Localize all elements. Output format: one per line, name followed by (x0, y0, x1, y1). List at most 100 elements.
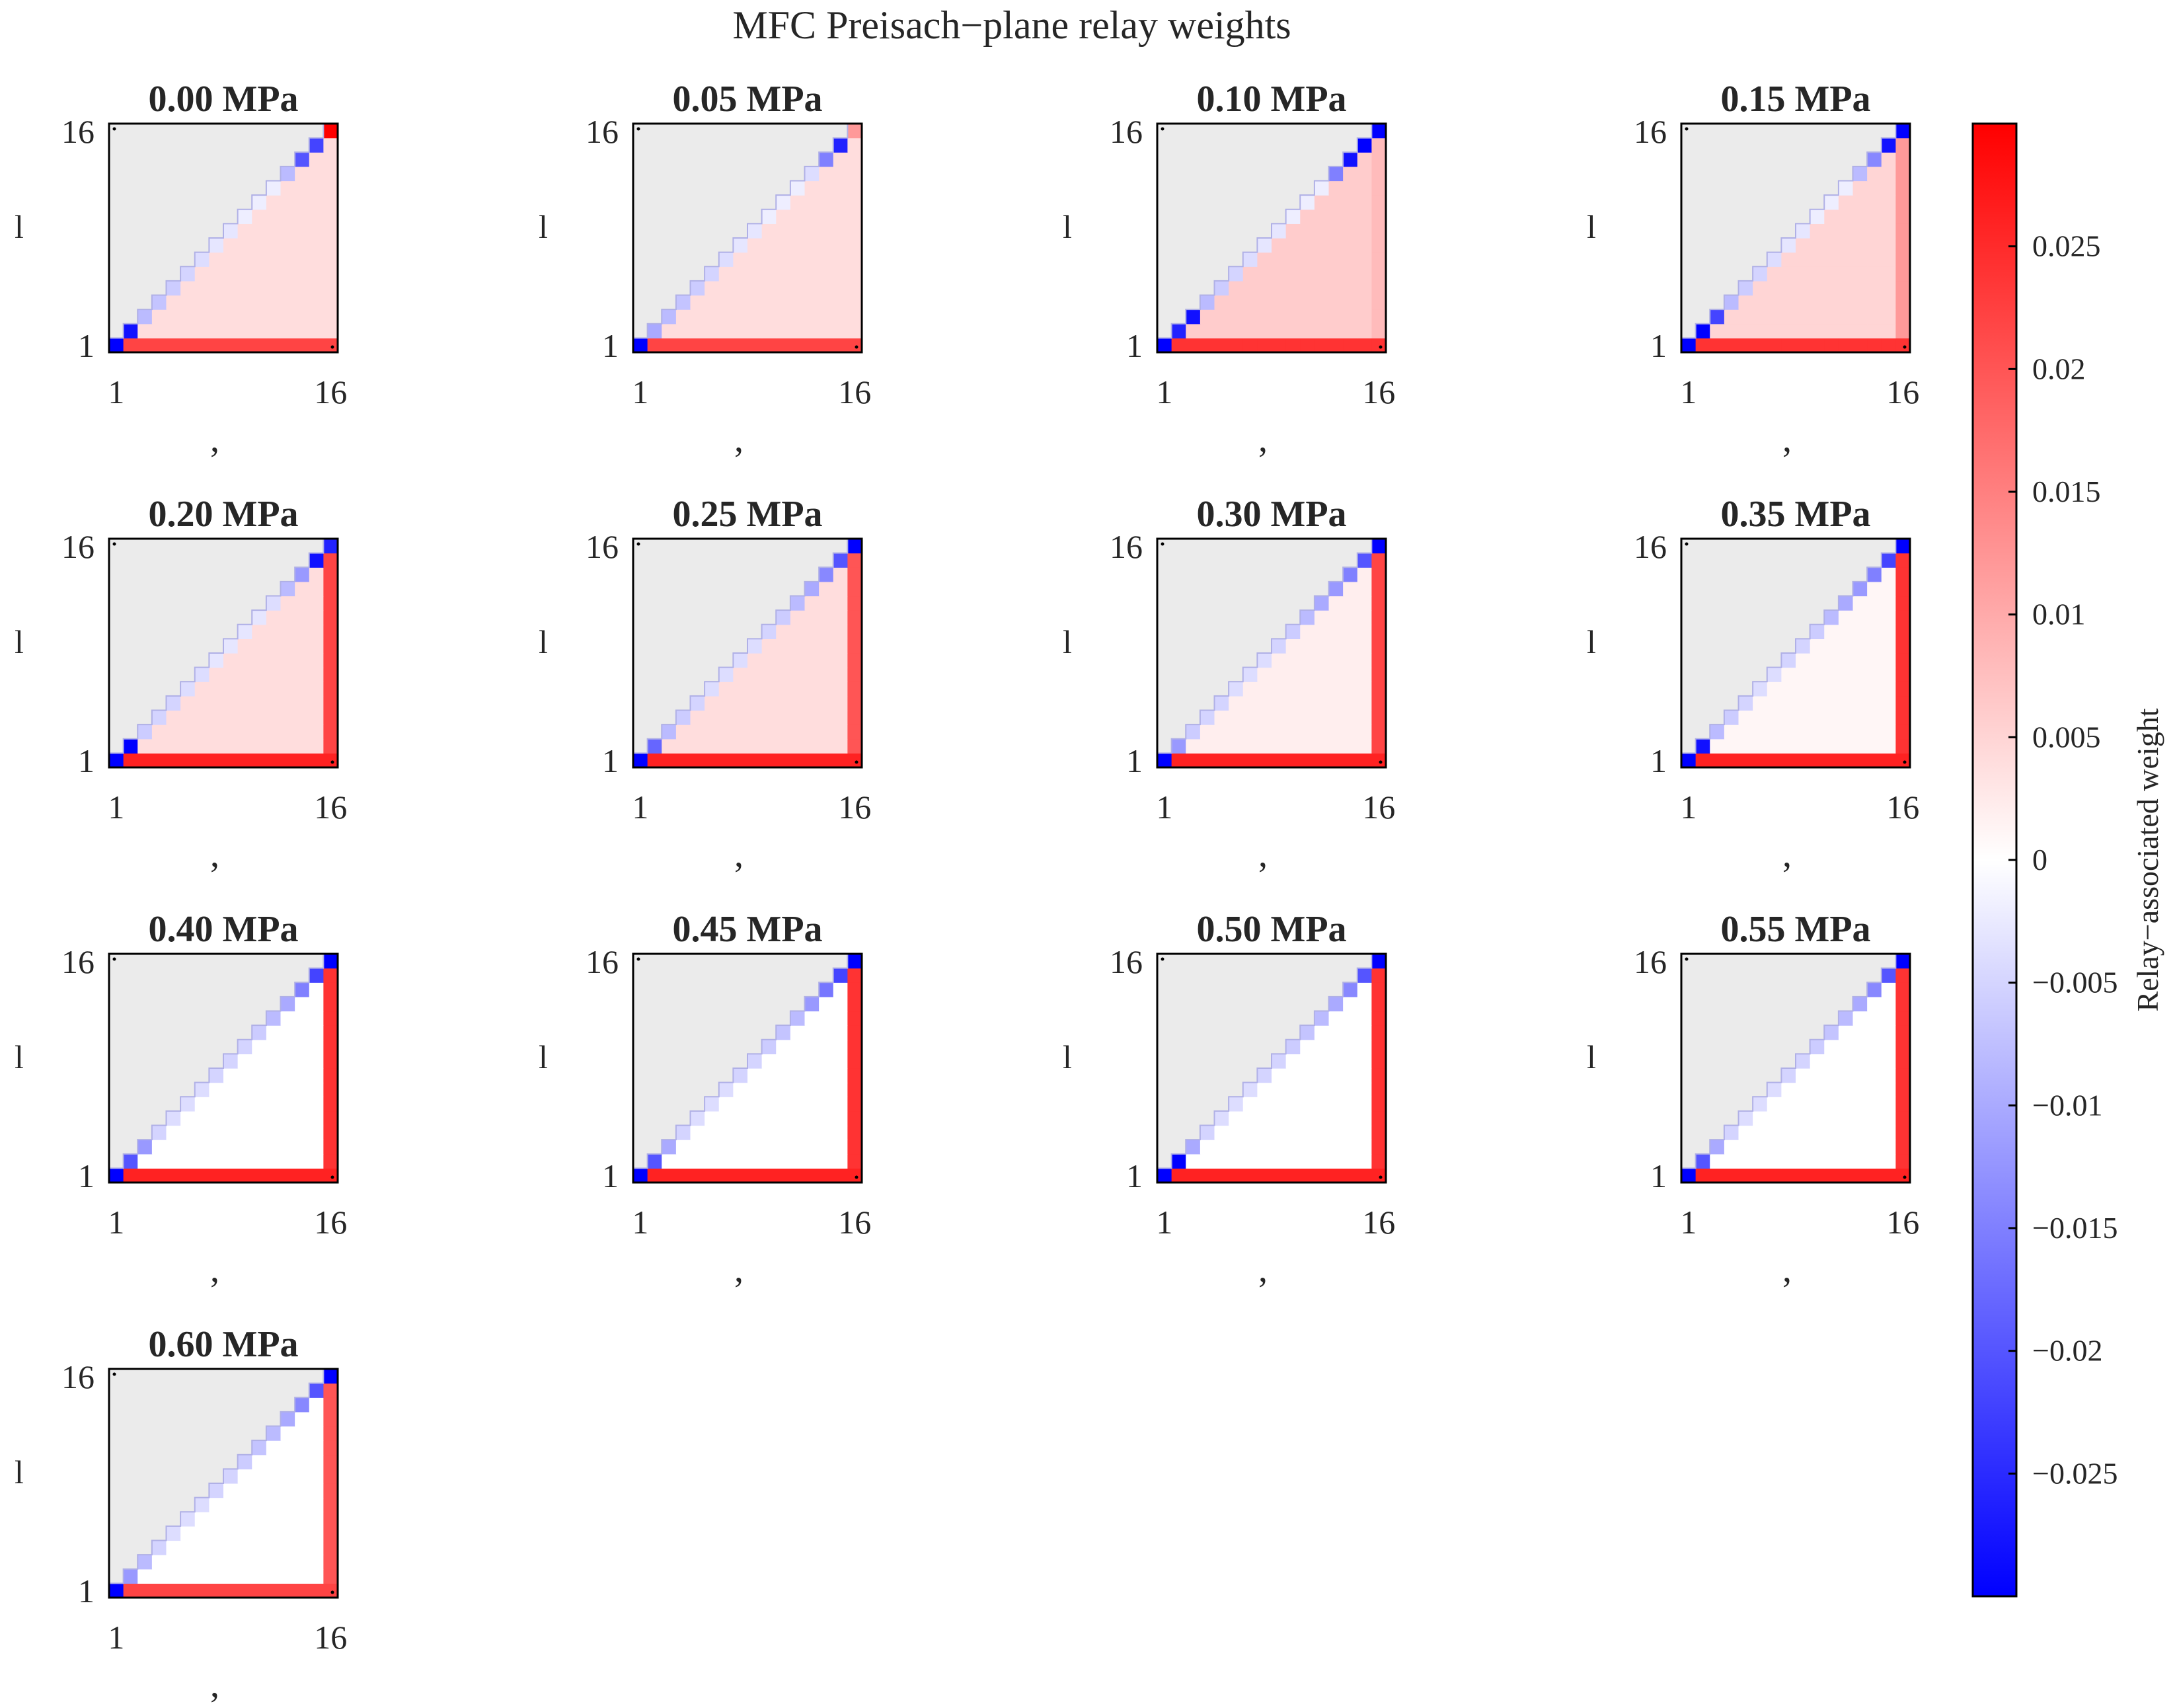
heatmap-cell (1867, 724, 1882, 740)
heatmap-cell (1796, 1168, 1811, 1183)
heatmap-cell (295, 1054, 310, 1069)
heatmap-cell (761, 280, 777, 296)
heatmap-cell (1824, 1097, 1839, 1112)
heatmap-cell (280, 1454, 295, 1469)
heatmap-cell (847, 1082, 862, 1097)
x-tick-label: 16 (1362, 373, 1395, 410)
heatmap-cell (804, 223, 820, 239)
heatmap-cell (266, 1426, 282, 1441)
heatmap-cell (237, 1569, 252, 1584)
heatmap-cell (1343, 266, 1358, 282)
heatmap-cell (280, 252, 295, 267)
heatmap-cell (1781, 681, 1796, 697)
heatmap-cell (309, 982, 324, 997)
heatmap-cell (790, 695, 806, 711)
heatmap-cell (847, 724, 862, 740)
heatmap-cell (1272, 280, 1287, 296)
heatmap-cell (761, 738, 777, 754)
heatmap-cell (819, 667, 834, 682)
heatmap-cell (1852, 610, 1868, 625)
heatmap-cell (237, 1497, 252, 1512)
heatmap-cell (1895, 567, 1911, 582)
heatmap-cell (1852, 1125, 1868, 1140)
heatmap-cell (1229, 1153, 1244, 1169)
heatmap-cell (1300, 724, 1315, 740)
heatmap-cell (1796, 238, 1811, 253)
heatmap-cell (847, 681, 862, 697)
heatmap-cell (1357, 553, 1372, 568)
heatmap-cell (847, 567, 862, 582)
heatmap-cell (1810, 1068, 1825, 1083)
heatmap-cell (1257, 1082, 1272, 1097)
heatmap-cell (718, 695, 734, 711)
heatmap-cell (776, 1110, 791, 1126)
heatmap-cell (1824, 266, 1839, 282)
heatmap-cell (137, 738, 153, 754)
heatmap-cell (819, 209, 834, 224)
heatmap-cell (776, 295, 791, 310)
heatmap-cell (761, 1153, 777, 1169)
heatmap-cell (1895, 1153, 1911, 1169)
heatmap-cell (1328, 280, 1344, 296)
heatmap-cell (323, 1583, 338, 1598)
heatmap-cell (1895, 266, 1911, 282)
panel-frame (108, 1368, 339, 1599)
heatmap-cell (733, 753, 748, 768)
heatmap-cell (295, 567, 310, 582)
heatmap-cell (295, 996, 310, 1012)
y-tick-label: 1 (602, 327, 619, 364)
heatmap-cell (209, 653, 224, 668)
heatmap-cell (323, 695, 338, 711)
heatmap-cell (1881, 1110, 1896, 1126)
heatmap-cell (847, 137, 862, 153)
heatmap-cell (1328, 1153, 1344, 1169)
heatmap-cell (1767, 710, 1782, 725)
heatmap-cell (309, 1426, 324, 1441)
heatmap-cell (1781, 1082, 1796, 1097)
heatmap-cell (1881, 338, 1896, 353)
heatmap-cell (776, 653, 791, 668)
heatmap-cell (1881, 1168, 1896, 1183)
heatmap-cell (1881, 1068, 1896, 1083)
heatmap-cell (847, 539, 862, 554)
heatmap-cell (847, 1168, 862, 1183)
colorbar-tick-label: −0.015 (2032, 1211, 2118, 1245)
heatmap-cell (1371, 295, 1387, 310)
heatmap-cell (1285, 710, 1301, 725)
heatmap-cell (266, 309, 282, 325)
heatmap-cell (1738, 323, 1753, 338)
heatmap-cell (1300, 323, 1315, 338)
heatmap-cell (1824, 195, 1839, 210)
heatmap-cell (1328, 180, 1344, 196)
heatmap-cell (309, 180, 324, 196)
heatmap-cell (1257, 695, 1272, 711)
heatmap-cell (718, 1125, 734, 1140)
heatmap-cell (309, 309, 324, 325)
heatmap-cell (1852, 681, 1868, 697)
heatmap-cell (1895, 280, 1911, 296)
heatmap-cell (1257, 1153, 1272, 1169)
heatmap-cell (804, 639, 820, 654)
heatmap-cell (790, 710, 806, 725)
heatmap-cell (790, 639, 806, 654)
heatmap-cell (323, 1153, 338, 1169)
heatmap-cell (718, 724, 734, 740)
heatmap-cell (280, 1068, 295, 1083)
heatmap-cell (309, 252, 324, 267)
heatmap-cell (1272, 266, 1287, 282)
heatmap-cell (1314, 624, 1330, 639)
heatmap-cell (1895, 610, 1911, 625)
y-axis-label: l (1063, 208, 1072, 245)
heatmap-cell (1852, 166, 1868, 182)
heatmap-cell (1881, 610, 1896, 625)
heatmap-cell (1867, 639, 1882, 654)
heatmap-cell (323, 1383, 338, 1398)
heatmap-cell (790, 223, 806, 239)
heatmap-cell (1867, 1140, 1882, 1155)
heatmap-cell (1343, 1140, 1358, 1155)
heatmap-cell (223, 1483, 239, 1498)
heatmap-cell (819, 753, 834, 768)
heatmap-cell (1724, 323, 1739, 338)
heatmap-cell (252, 1569, 267, 1584)
